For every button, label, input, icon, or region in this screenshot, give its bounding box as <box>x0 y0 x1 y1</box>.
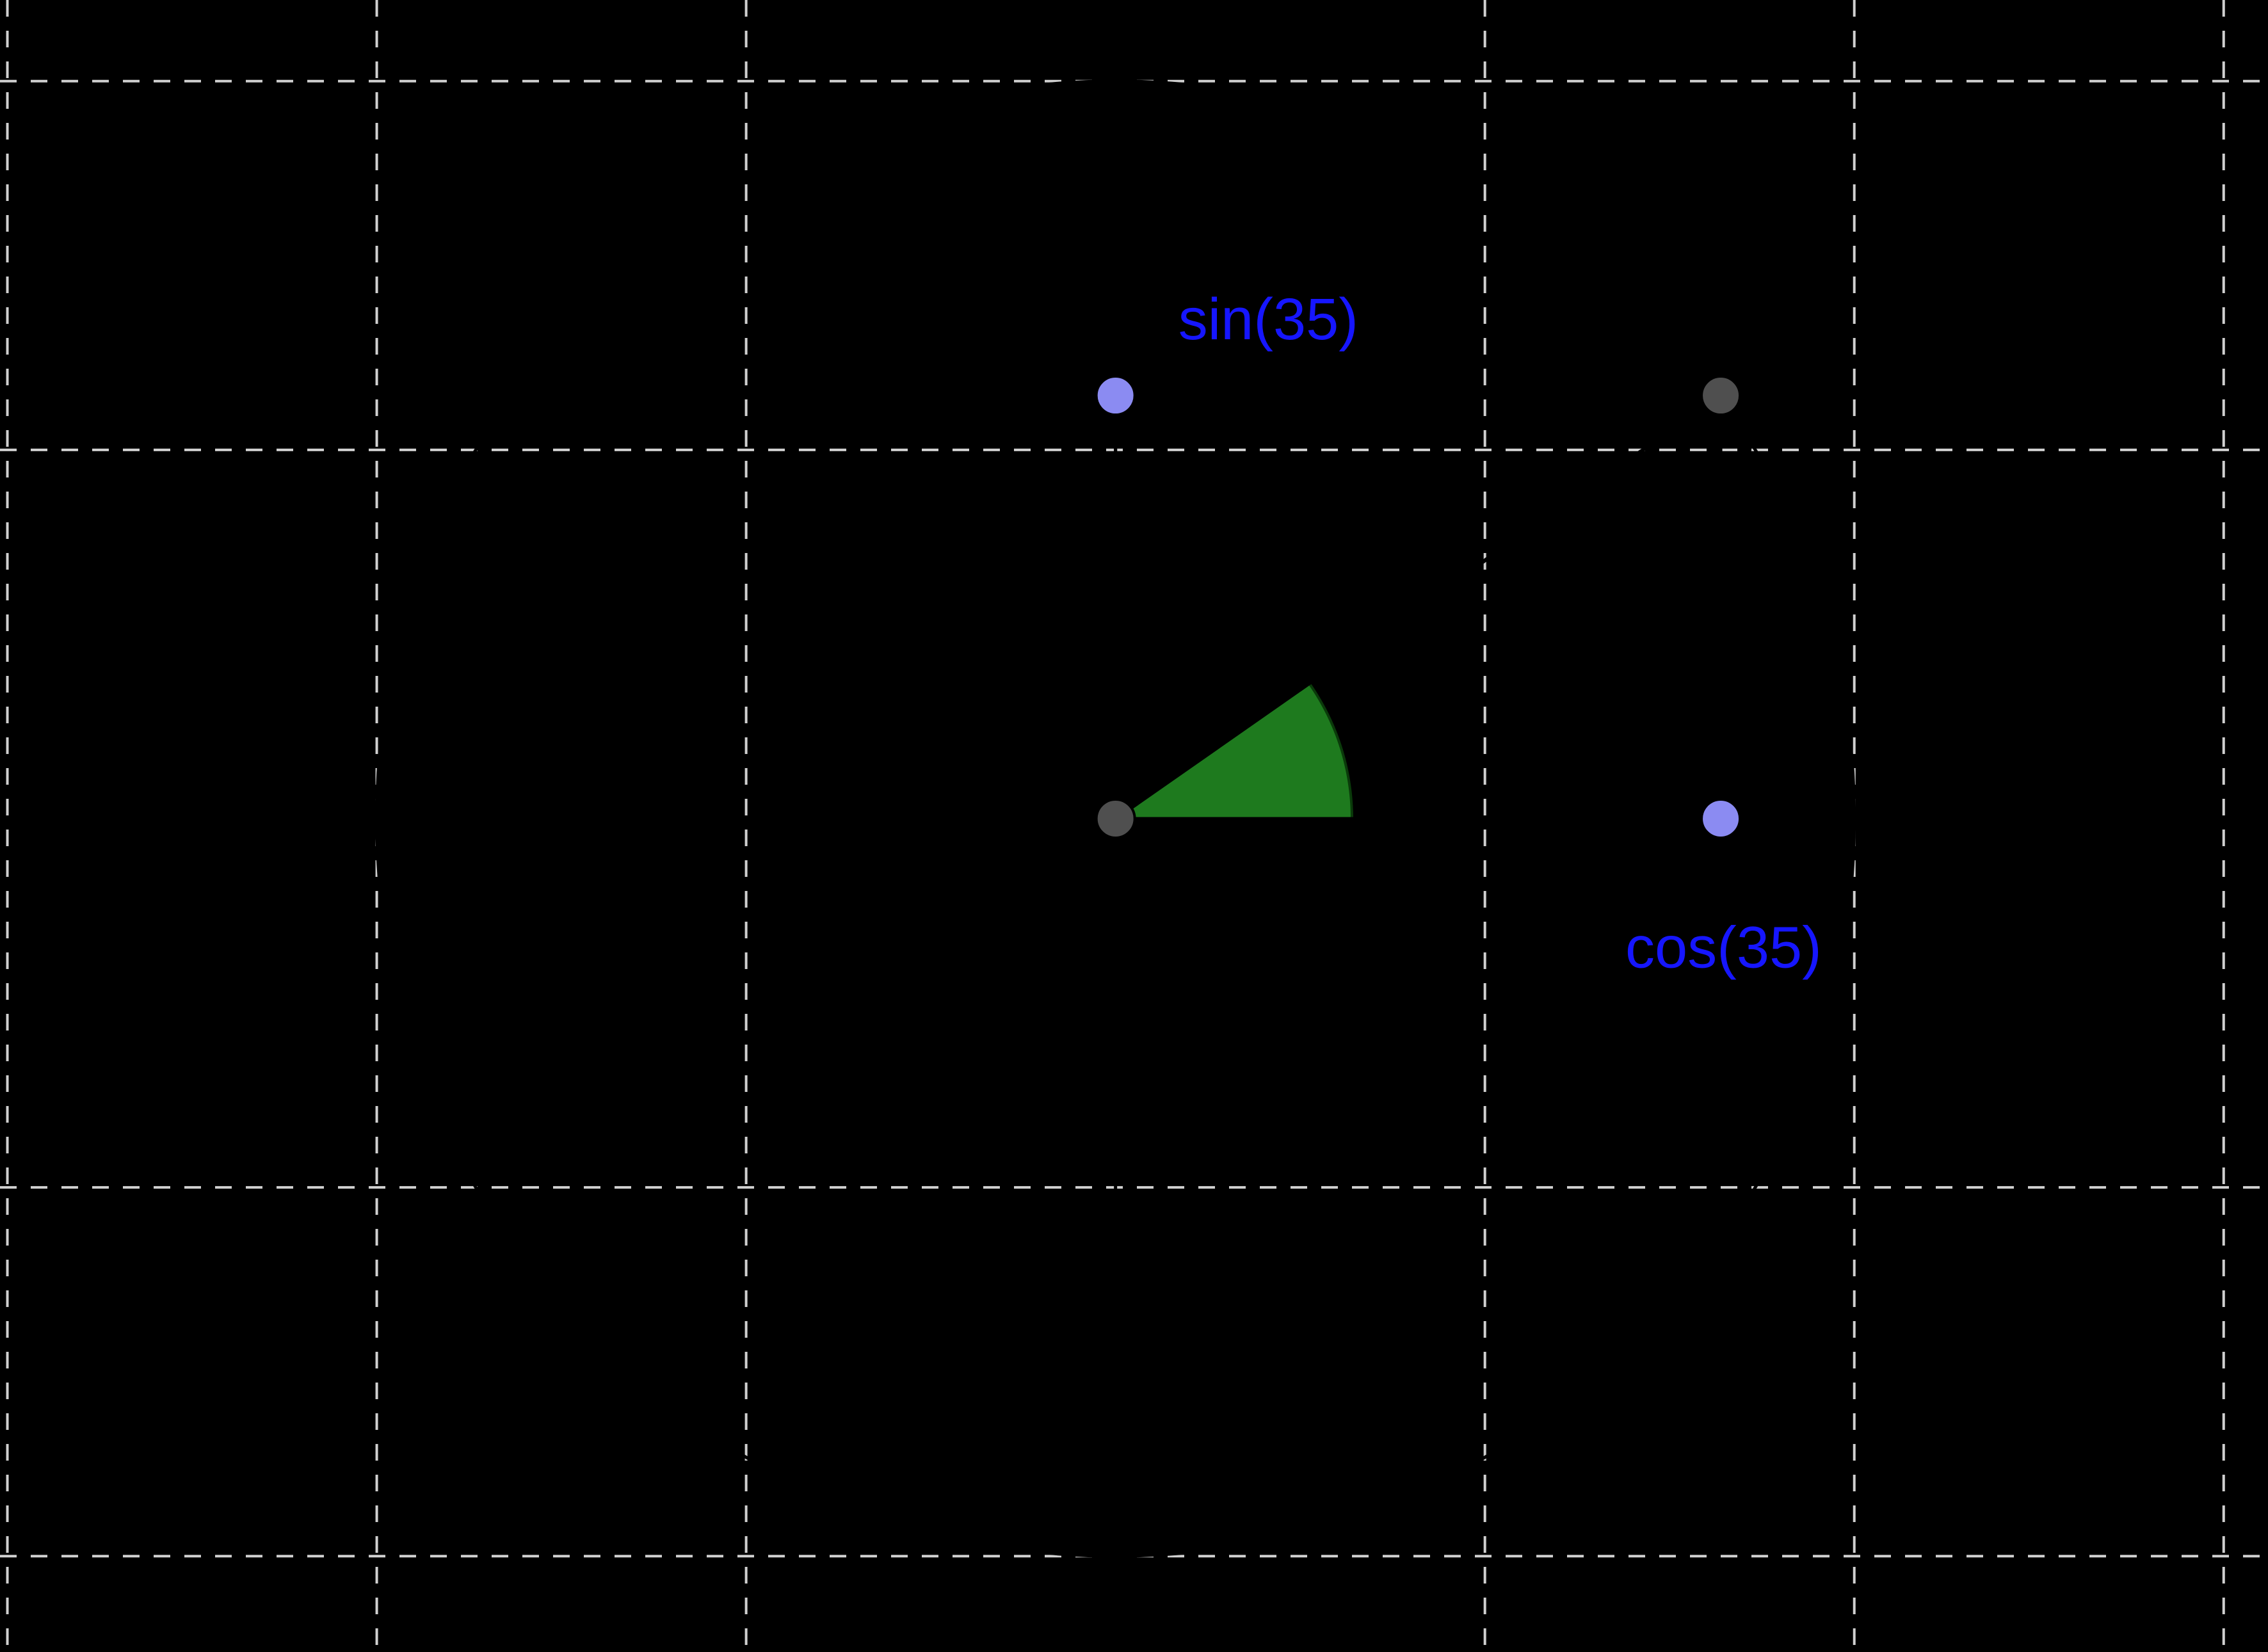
point-sin_point <box>1097 376 1135 415</box>
label-sin: sin(35) <box>1178 287 1358 352</box>
label-cos: cos(35) <box>1625 915 1822 981</box>
unit-circle-diagram: sin(35) cos(35) <box>0 0 2268 1652</box>
point-on_circle <box>1701 376 1740 415</box>
point-origin <box>1097 799 1135 838</box>
point-cos_point <box>1701 799 1740 838</box>
